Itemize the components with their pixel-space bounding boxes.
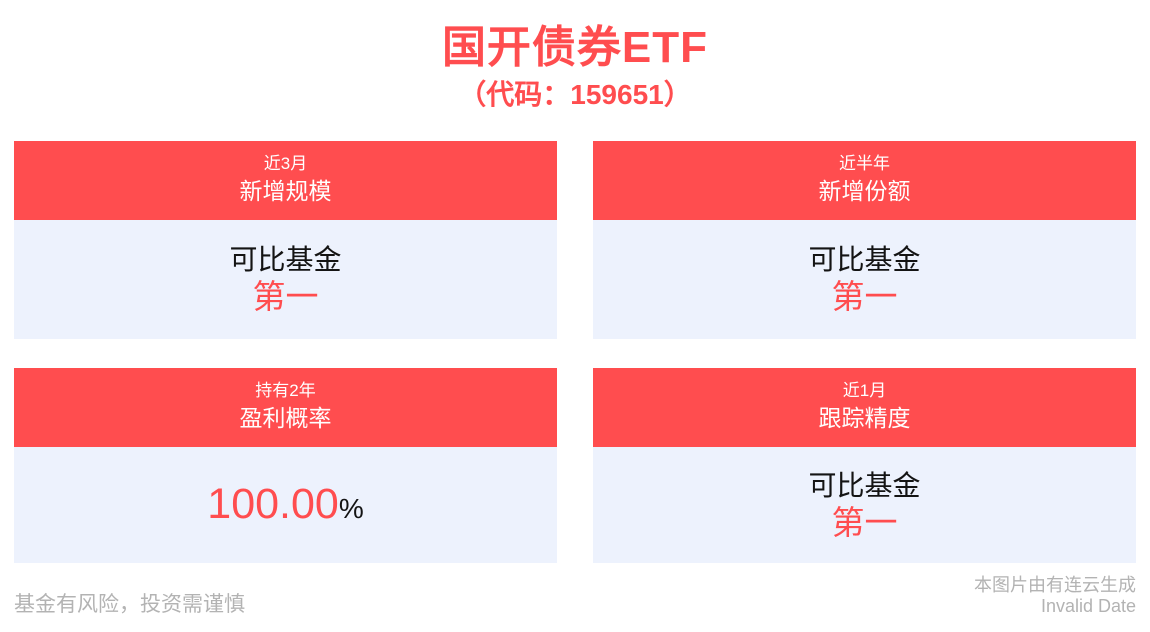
card-new-shares-body: 可比基金 第一: [593, 219, 1136, 339]
percent-value-line: 100.00%: [207, 483, 363, 526]
page-title: 国开债券ETF: [441, 23, 709, 72]
comparable-fund-label: 可比基金: [808, 469, 921, 501]
stat-card-grid: 近3月 新增规模 可比基金 第一 近半年 新增份额 可比基金 第一 持有2年 盈…: [14, 140, 1136, 563]
card-new-shares-header: 近半年 新增份额: [593, 140, 1136, 220]
footer-generator-credit: 本图片由有连云生成: [974, 574, 1136, 595]
card-metric-label: 新增规模: [239, 178, 332, 205]
card-period-label: 近3月: [263, 154, 308, 174]
card-new-scale-header: 近3月 新增规模: [14, 140, 557, 220]
rank-value: 第一: [252, 278, 319, 315]
card-tracking-precision-header: 近1月 跟踪精度: [593, 367, 1136, 447]
card-metric-label: 新增份额: [818, 178, 911, 205]
card-profit-probability: 持有2年 盈利概率 100.00%: [14, 367, 557, 563]
card-tracking-precision: 近1月 跟踪精度 可比基金 第一: [593, 367, 1136, 563]
card-new-shares: 近半年 新增份额 可比基金 第一: [593, 140, 1136, 339]
comparable-fund-label: 可比基金: [229, 244, 342, 275]
card-metric-label: 跟踪精度: [818, 405, 911, 432]
footer: 基金有风险，投资需谨慎 本图片由有连云生成 Invalid Date: [14, 563, 1136, 632]
page-subtitle: （代码：159651）: [458, 79, 692, 110]
footer-disclaimer: 基金有风险，投资需谨慎: [14, 592, 245, 616]
card-new-scale: 近3月 新增规模 可比基金 第一: [14, 140, 557, 339]
card-period-label: 近1月: [842, 381, 887, 401]
card-period-label: 近半年: [839, 154, 890, 174]
card-profit-probability-header: 持有2年 盈利概率: [14, 367, 557, 447]
percent-value: 100.00: [207, 480, 339, 529]
card-profit-probability-body: 100.00%: [14, 446, 557, 563]
card-period-label: 持有2年: [255, 381, 316, 401]
percent-unit: %: [338, 493, 364, 525]
comparable-fund-label: 可比基金: [808, 244, 921, 275]
card-tracking-precision-body: 可比基金 第一: [593, 446, 1136, 563]
rank-value: 第一: [831, 278, 898, 315]
card-metric-label: 盈利概率: [239, 405, 332, 432]
footer-date: Invalid Date: [1040, 595, 1136, 616]
card-new-scale-body: 可比基金 第一: [14, 219, 557, 339]
rank-value: 第一: [831, 503, 898, 541]
footer-credit: 本图片由有连云生成 Invalid Date: [974, 575, 1136, 617]
